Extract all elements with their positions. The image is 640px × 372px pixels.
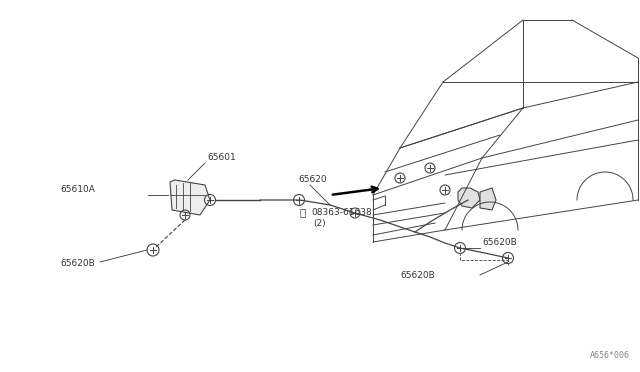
Text: 65610A: 65610A [60,185,95,194]
Polygon shape [170,180,210,215]
Text: 08363-61638: 08363-61638 [311,208,372,217]
Text: 65601: 65601 [207,153,236,162]
Text: 65620B: 65620B [400,271,435,280]
Text: (2): (2) [313,219,326,228]
Text: Ⓢ: Ⓢ [300,207,307,217]
Text: 65620: 65620 [298,175,326,184]
Polygon shape [480,188,496,210]
Text: A656*006: A656*006 [590,351,630,360]
Text: 65620B: 65620B [60,259,95,268]
Text: 65620B: 65620B [482,238,516,247]
Polygon shape [458,188,480,208]
